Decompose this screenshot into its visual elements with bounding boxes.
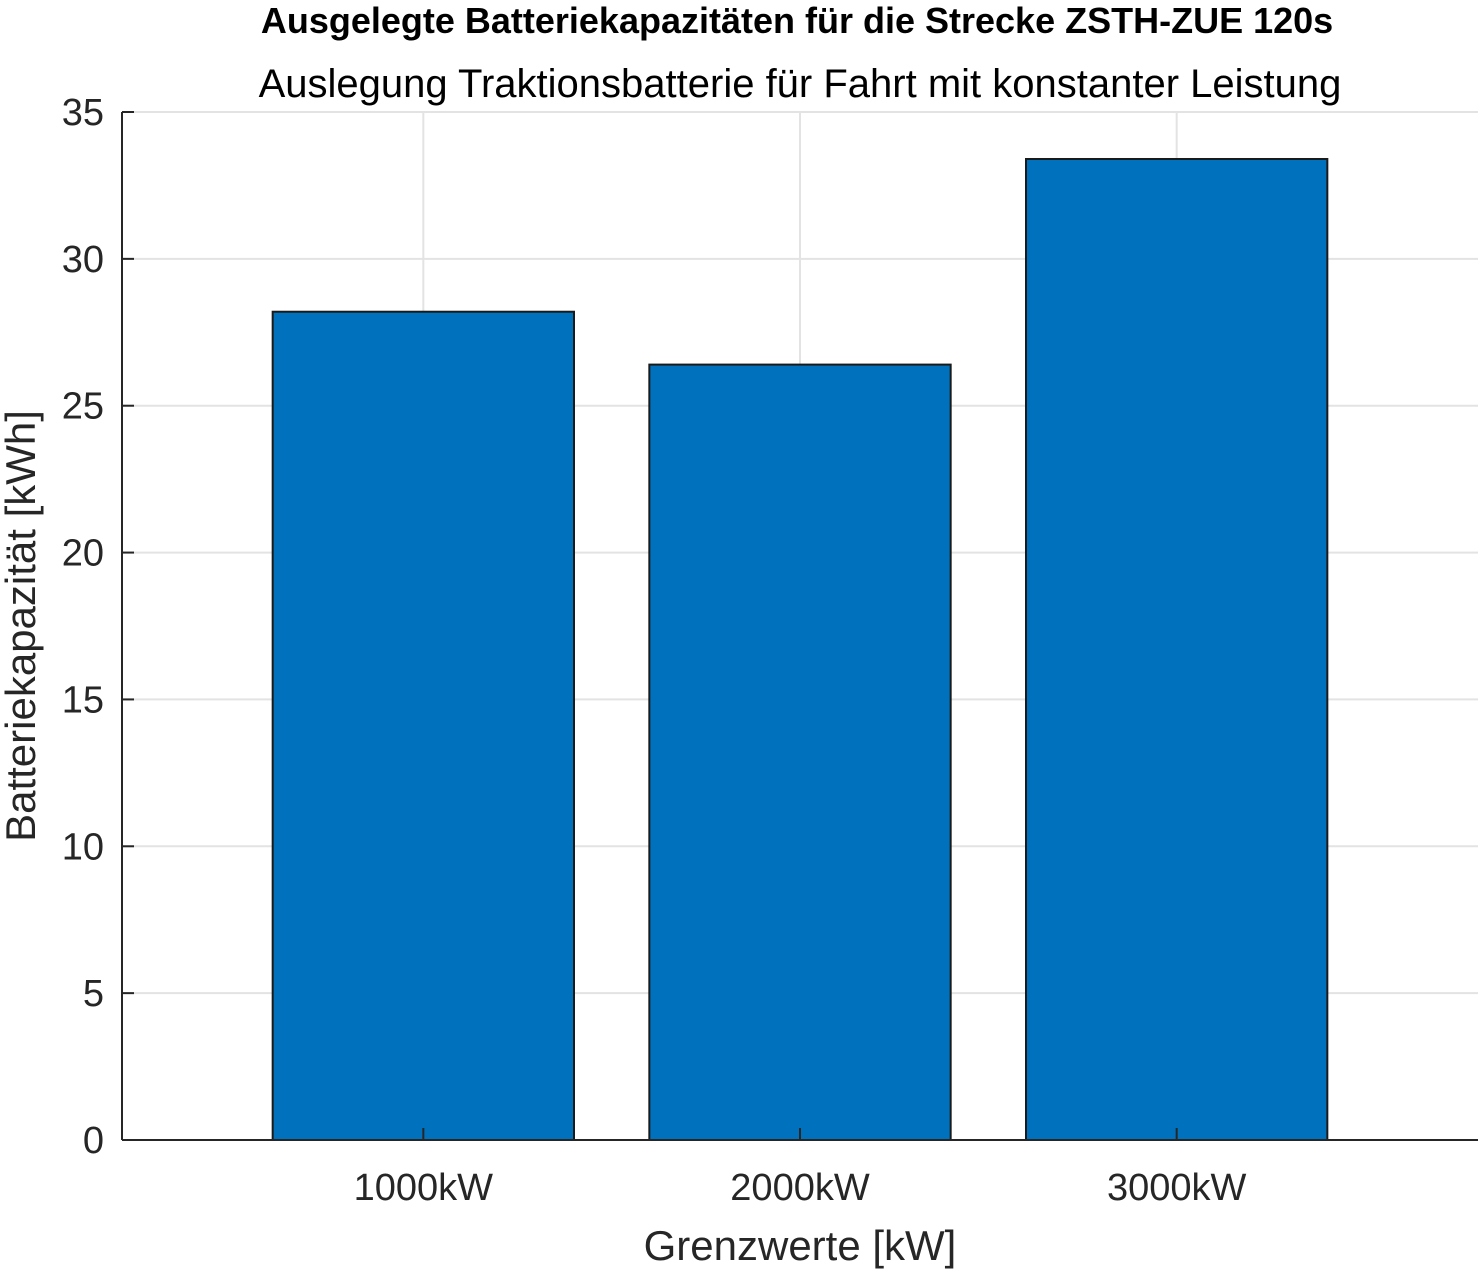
chart-subtitle: Auslegung Traktionsbatterie für Fahrt mi…	[259, 62, 1342, 106]
y-tick-label: 10	[62, 826, 104, 868]
y-tick-label: 15	[62, 679, 104, 721]
bar-1000kW	[271, 310, 575, 1141]
y-tick-label: 20	[62, 533, 104, 575]
y-tick-label: 25	[62, 386, 104, 428]
bar-2000kW	[648, 363, 952, 1141]
y-tick-label: 30	[62, 239, 104, 281]
x-tick-label: 2000kW	[730, 1167, 870, 1209]
y-tick-label: 0	[83, 1120, 104, 1162]
y-tick-label: 5	[83, 973, 104, 1015]
chart-title: Ausgelegte Batteriekapazitäten für die S…	[261, 0, 1333, 41]
x-tick-label: 3000kW	[1107, 1167, 1247, 1209]
axes	[121, 111, 1478, 1141]
y-tick-label: 35	[62, 92, 104, 134]
bar-3000kW	[1025, 157, 1329, 1142]
y-axis-label: Batteriekapazität [kWh]	[0, 410, 44, 842]
x-tick-label: 1000kW	[354, 1167, 494, 1209]
x-axis-label: Grenzwerte [kW]	[644, 1222, 957, 1269]
tick-labels: 0 5 10 15 20 25 30 35 1000kW 2000kW 3000kW	[62, 92, 1247, 1209]
